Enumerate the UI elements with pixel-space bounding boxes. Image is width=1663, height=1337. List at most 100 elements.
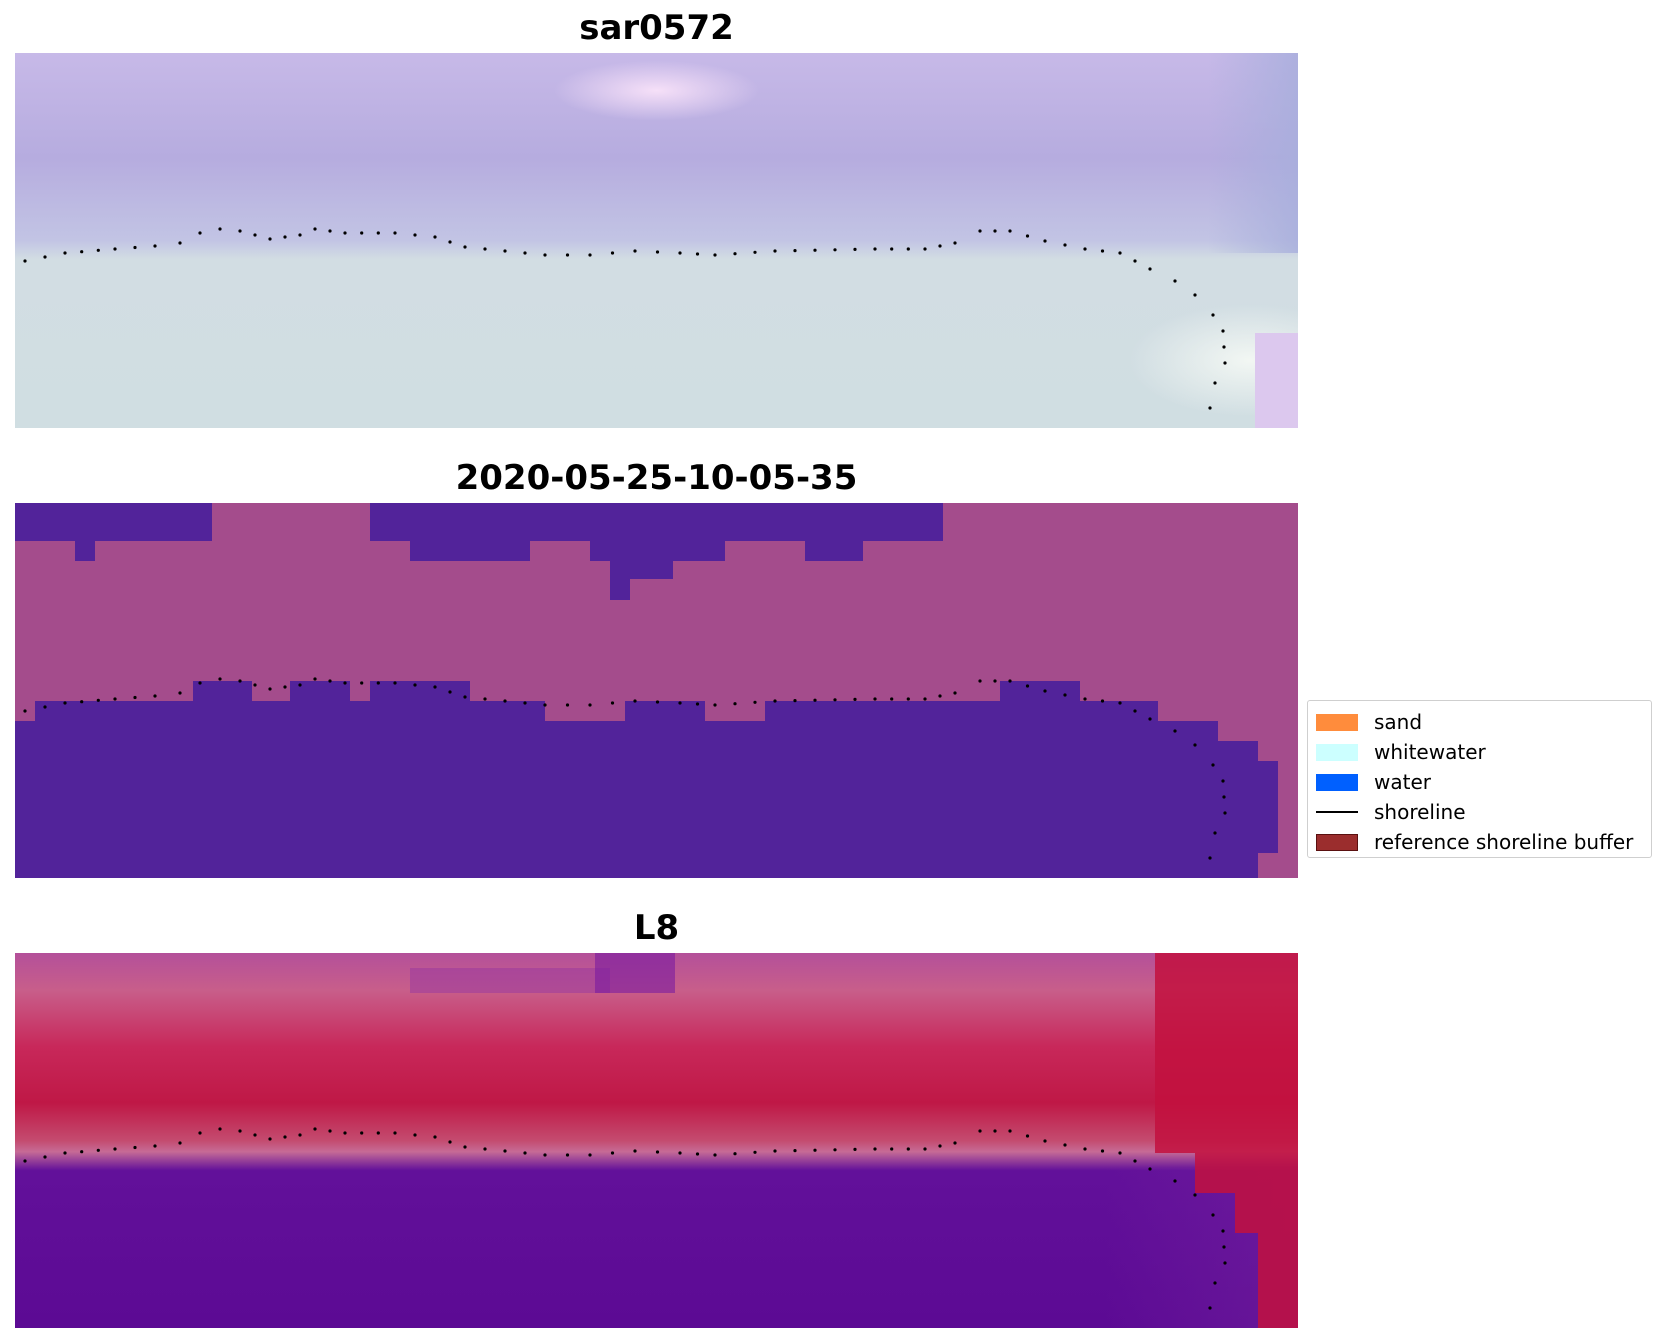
shoreline-point (733, 1152, 737, 1156)
shoreline-point (328, 679, 332, 683)
shoreline-point (543, 1153, 547, 1157)
shoreline-point (1223, 811, 1227, 815)
shoreline-point (543, 253, 547, 257)
shoreline-point (853, 697, 857, 701)
shoreline-point (1222, 1245, 1226, 1249)
shoreline-point (153, 244, 157, 248)
shoreline-point (503, 249, 507, 253)
shoreline-point (1133, 1159, 1137, 1163)
shoreline-point (218, 677, 222, 681)
shoreline-point (96, 698, 100, 702)
shoreline-point (523, 1151, 527, 1155)
shoreline-point (890, 697, 894, 701)
shoreline-point (133, 1145, 137, 1150)
shoreline-point (953, 691, 957, 695)
shoreline-dots (23, 677, 1227, 860)
shoreline-point (313, 677, 317, 681)
shoreline-point (793, 249, 797, 253)
shoreline-point (733, 702, 737, 706)
shoreline-point (283, 1135, 287, 1139)
shoreline-point (565, 253, 570, 257)
shoreline-point (463, 1145, 467, 1149)
shoreline-point (1208, 1306, 1212, 1310)
classified-image (15, 503, 1298, 878)
shoreline-line-icon (1316, 811, 1358, 813)
shoreline-point (655, 700, 660, 704)
shoreline-point (713, 703, 717, 707)
legend: sand whitewater water shoreline referenc… (1307, 700, 1652, 858)
shoreline-point (483, 247, 487, 251)
shoreline-point (360, 1131, 364, 1135)
shoreline-point (1043, 239, 1047, 243)
shoreline-point (1211, 1213, 1215, 1217)
index-image (15, 953, 1298, 1328)
shoreline-point (1043, 1139, 1047, 1143)
shoreline-point (63, 1151, 67, 1155)
shoreline-point (153, 694, 157, 698)
shoreline-point (923, 247, 927, 251)
shoreline-point (133, 245, 137, 250)
shoreline-point (1222, 795, 1226, 799)
legend-item-water: water (1316, 767, 1643, 797)
shoreline-point (923, 697, 927, 701)
legend-item-sand: sand (1316, 707, 1643, 737)
shoreline-point (376, 1131, 380, 1135)
shoreline-point (1213, 381, 1217, 385)
shoreline-point (43, 255, 47, 259)
shoreline-point (813, 1148, 817, 1152)
shoreline-point (1211, 313, 1215, 317)
shoreline-point (543, 703, 547, 707)
shoreline-point (695, 1152, 700, 1156)
shoreline-point (1148, 717, 1152, 721)
shoreline-point (1083, 247, 1087, 251)
shoreline-point (890, 247, 894, 251)
shoreline-point (23, 259, 27, 263)
rgb-satellite-image (15, 53, 1298, 428)
shoreline-point (253, 233, 257, 237)
shoreline-point (753, 1150, 757, 1154)
whitewater-swatch (1316, 743, 1358, 761)
shoreline-point (178, 241, 182, 245)
shoreline-point (1193, 1193, 1197, 1197)
shoreline-point (218, 227, 222, 231)
shoreline-point (953, 241, 957, 245)
shoreline-dots (23, 227, 1227, 410)
shoreline-point (393, 231, 397, 235)
shoreline-point (813, 248, 817, 252)
shoreline-point (1221, 1229, 1225, 1233)
shoreline-point (655, 1150, 660, 1154)
shoreline-point (1008, 1129, 1012, 1133)
shoreline-point (1213, 1281, 1217, 1285)
shoreline-point (993, 679, 997, 683)
legend-item-shoreline: shoreline (1316, 797, 1643, 827)
shoreline-point (343, 231, 347, 235)
shoreline-point (198, 1131, 202, 1135)
shoreline-point (978, 229, 982, 233)
shoreline-point (1118, 1151, 1122, 1155)
shoreline-point (1025, 684, 1030, 688)
shoreline-point (328, 1129, 332, 1133)
shoreline-point (1008, 679, 1012, 683)
shoreline-point (890, 1147, 894, 1151)
panel-title-rgb: sar0572 (579, 8, 734, 48)
shoreline-point (238, 1129, 242, 1133)
shoreline-point (610, 701, 615, 705)
shoreline-point (43, 705, 47, 709)
shoreline-dots (23, 1127, 1227, 1310)
shoreline-point (268, 237, 272, 241)
shoreline-point (1008, 229, 1012, 233)
shoreline-point (463, 245, 467, 249)
shoreline-point (393, 1131, 397, 1135)
shoreline-point (298, 233, 302, 237)
shoreline-point (238, 229, 242, 233)
shoreline-point (633, 699, 637, 703)
shoreline-point (1221, 329, 1225, 333)
shoreline-point (1133, 259, 1137, 263)
legend-item-whitewater: whitewater (1316, 737, 1643, 767)
shoreline-point (565, 703, 570, 707)
shoreline-point (773, 249, 777, 253)
shoreline-point (978, 1129, 982, 1133)
shoreline-point (313, 227, 317, 231)
shoreline-point (1148, 1167, 1152, 1171)
shoreline-point (610, 1151, 615, 1155)
